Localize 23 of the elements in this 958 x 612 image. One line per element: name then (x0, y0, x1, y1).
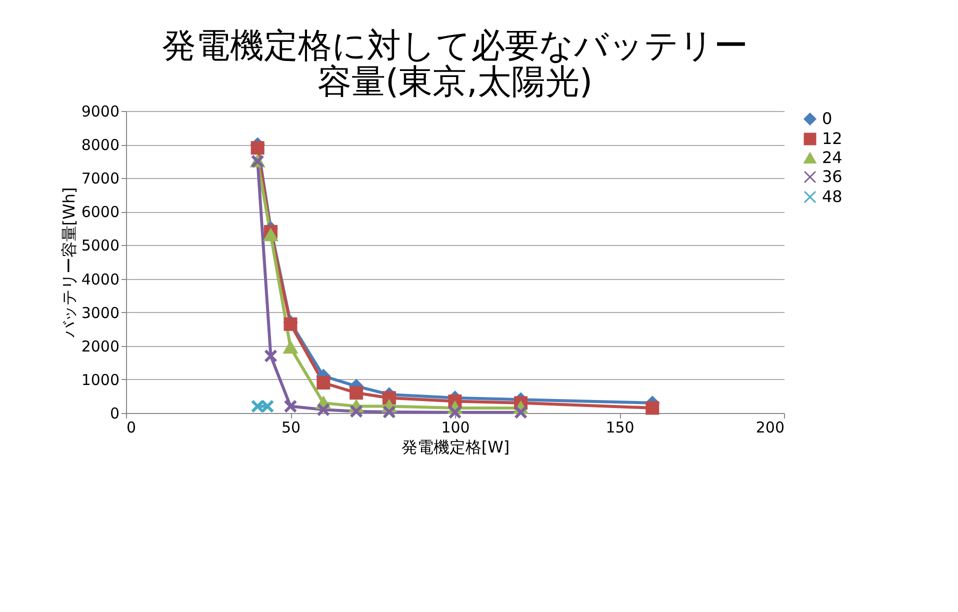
y-tick-label: 3000 (81, 304, 120, 322)
y-tick-label: 6000 (81, 203, 120, 222)
legend-label: 48 (822, 187, 842, 206)
y-tick-label: 0 (110, 404, 120, 422)
x-tick-label: 100 (441, 418, 470, 436)
y-tick-label: 2000 (81, 337, 120, 356)
chart-title: 発電機定格に対して必要なバッテリー容量(東京,太陽光) (162, 26, 748, 102)
legend-label: 0 (822, 109, 832, 128)
y-tick-label: 4000 (81, 270, 120, 288)
x-tick-label: 50 (281, 418, 301, 436)
x-tick-label: 0 (126, 418, 136, 436)
legend-label: 12 (822, 129, 842, 148)
y-tick-label: 5000 (81, 236, 120, 255)
x-tick-label: 150 (606, 418, 634, 436)
y-axis-title: バッテリー容量[Wh] (59, 187, 78, 339)
legend-label: 36 (822, 167, 842, 186)
x-tick-label: 200 (756, 418, 784, 436)
legend-label: 24 (822, 148, 842, 167)
y-tick-label: 8000 (81, 136, 120, 154)
x-axis-title: 発電機定格[W] (401, 438, 510, 456)
y-tick-label: 1000 (81, 370, 120, 389)
y-tick-label: 9000 (81, 102, 120, 120)
y-tick-label: 7000 (81, 170, 120, 188)
